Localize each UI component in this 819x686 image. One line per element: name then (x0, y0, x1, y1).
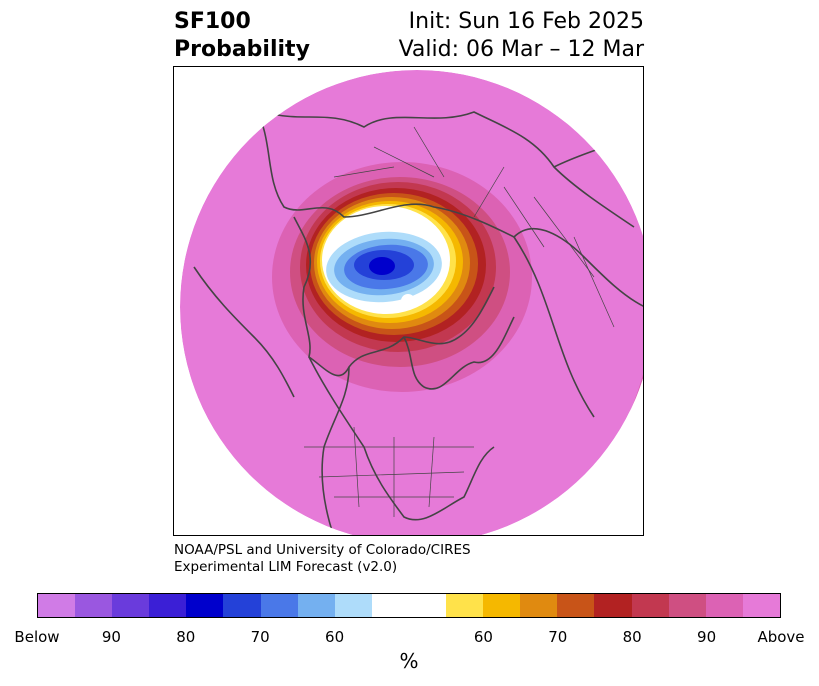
colorbar-cell (297, 594, 335, 617)
colorbar-tick-label: Above (757, 628, 805, 646)
polar-map (180, 70, 643, 535)
map-panel (173, 66, 644, 536)
colorbar-cell (520, 594, 558, 617)
colorbar-cell (371, 594, 447, 617)
credit-line-2: Experimental LIM Forecast (v2.0) (174, 559, 398, 575)
colorbar-tick-label: 80 (176, 628, 196, 646)
colorbar-cell (594, 594, 632, 617)
init-date: Init: Sun 16 Feb 2025 (408, 9, 644, 34)
colorbar-cell (631, 594, 669, 617)
colorbar-cell (483, 594, 521, 617)
colorbar-tick-label: 90 (697, 628, 717, 646)
valid-range: Valid: 06 Mar – 12 Mar (398, 37, 644, 62)
chart-title-right: Init: Sun 16 Feb 2025 Valid: 06 Mar – 12… (399, 8, 644, 64)
credit-text: NOAA/PSL and University of Colorado/CIRE… (174, 542, 471, 576)
variable-label: SF100 (174, 9, 251, 34)
colorbar-tick-label: 60 (473, 628, 493, 646)
colorbar-tick-label: Below (14, 628, 60, 646)
colorbar-cell (186, 594, 224, 617)
ring-cold5 (369, 257, 395, 275)
colorbar-cell (334, 594, 372, 617)
colorbar-tick-label: 70 (548, 628, 568, 646)
colorbar-cell (112, 594, 150, 617)
colorbar-tick-label: 70 (250, 628, 270, 646)
product-label: Probability (174, 37, 310, 62)
colorbar-cell (446, 594, 484, 617)
colorbar-cell (223, 594, 261, 617)
coastlines (193, 106, 643, 535)
colorbar-cell (668, 594, 706, 617)
credit-line-1: NOAA/PSL and University of Colorado/CIRE… (174, 542, 471, 558)
colorbar-cell (75, 594, 113, 617)
colorbar-cell (705, 594, 743, 617)
colorbar-cell (742, 594, 780, 617)
colorbar (37, 593, 781, 618)
colorbar-tick-label: 80 (622, 628, 642, 646)
colorbar-cell (557, 594, 595, 617)
colorbar-tick-label: 90 (101, 628, 121, 646)
colorbar-tick-label: 60 (325, 628, 345, 646)
borders (304, 126, 615, 517)
colorbar-cell (260, 594, 298, 617)
colorbar-cell (38, 594, 76, 617)
chart-title-left: SF100 Probability (174, 8, 310, 64)
pole-hole (401, 294, 415, 308)
colorbar-cell (149, 594, 187, 617)
colorbar-unit: % (399, 649, 419, 673)
